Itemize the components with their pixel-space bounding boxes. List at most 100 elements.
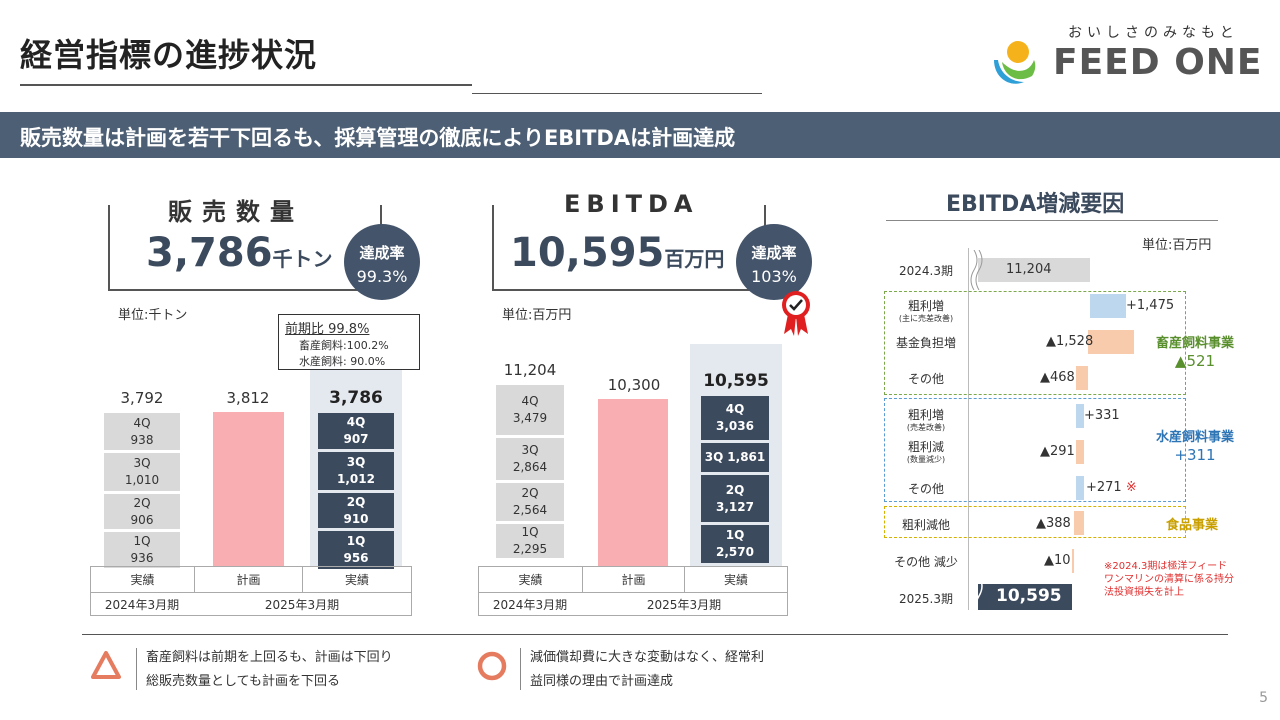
sales-plan-bar (213, 412, 284, 566)
waterfall-value: +1,475 (1126, 298, 1175, 313)
title-underline (20, 84, 472, 86)
bar-segment: 1Q 2,295 (496, 524, 564, 558)
ebitda-plan-bar (598, 399, 668, 566)
waterfall-bar (1076, 476, 1084, 500)
waterfall-bar (1088, 330, 1134, 354)
yoy-total: 前期比 99.8% (285, 322, 370, 337)
bar-segment: 1Q 2,570 (701, 525, 769, 563)
year-label: 2025年3月期 (646, 598, 722, 612)
aqua-group-name: 水産飼料事業 (1155, 430, 1234, 445)
waterfall-bar (1076, 404, 1084, 428)
bar-segment: 4Q 938 (104, 413, 180, 450)
waterfall-row-sub: (数量減少) (906, 455, 946, 464)
page-title: 経営指標の進捗状況 (20, 36, 318, 74)
ebitda-prev-bar: 4Q 3,479 3Q 2,864 2Q 2,564 1Q 2,295 (496, 385, 564, 558)
waterfall-unit: 単位:百万円 (1142, 238, 1212, 253)
col-label: 実績 (723, 573, 748, 587)
waterfall-value: +271 ※ (1086, 480, 1137, 495)
waterfall-row-label: 粗利増 (907, 299, 944, 313)
year-label: 2025年3月期 (264, 598, 340, 612)
sales-yoy-note: 前期比 99.8% 畜産飼料:100.2% 水産飼料: 90.0% (278, 314, 420, 370)
yoy-aqua: 水産飼料: 90.0% (299, 355, 386, 368)
bar-segment: 4Q 907 (318, 413, 394, 449)
sales-prev-total: 3,792 (120, 389, 164, 407)
check-icon (782, 291, 810, 336)
ebitda-actual-bar: 4Q 3,036 3Q 1,861 2Q 3,127 1Q 2,570 (701, 396, 769, 563)
circle-icon (477, 651, 507, 681)
ebitda-prev-total: 11,204 (503, 361, 557, 379)
bar-segment: 2Q 906 (104, 494, 180, 529)
waterfall-row-label: その他 減少 (894, 555, 958, 569)
ebitda-kpi-frame (492, 205, 766, 291)
waterfall-start-value: 11,204 (1006, 262, 1052, 277)
sales-unit-label: 単位:千トン (118, 308, 188, 323)
note-mark: ※ (1125, 480, 1137, 495)
ebitda-plan-total: 10,300 (607, 376, 661, 394)
sales-rate-value: 99.3% (356, 267, 408, 286)
waterfall-end-value: 10,595 (996, 586, 1062, 606)
waterfall-row-label: 粗利増 (907, 408, 944, 422)
waterfall-start-bar (978, 258, 1090, 282)
waterfall-row-label: 基金負担増 (895, 336, 956, 350)
col-label: 実績 (91, 567, 195, 592)
ebitda-unit-label: 単位:百万円 (502, 308, 572, 323)
ebitda-kpi-label: EBITDA (556, 190, 707, 218)
bar-segment: 3Q 2,864 (496, 438, 564, 480)
waterfall-title: EBITDA増減要因 (946, 192, 1125, 217)
summary-separator (136, 648, 137, 690)
sales-actual-total: 3,786 (329, 388, 383, 408)
yoy-livestock: 畜産飼料:100.2% (299, 339, 389, 352)
ebitda-achievement-badge: 達成率 103% (736, 224, 812, 300)
waterfall-title-rule (886, 220, 1218, 221)
aqua-group-value: +311 (1174, 446, 1216, 464)
livestock-group-value: ▲521 (1174, 352, 1216, 370)
sales-achievement-badge: 達成率 99.3% (344, 224, 420, 300)
sales-kpi-label: 販売数量 (160, 192, 312, 227)
waterfall-end-label: 2025.3期 (899, 592, 953, 606)
waterfall-axis (968, 248, 969, 610)
feed-one-logo-icon (994, 41, 1036, 84)
bar-segment: 1Q 956 (318, 531, 394, 569)
food-group-frame (884, 506, 1186, 538)
bar-segment: 4Q 3,479 (496, 385, 564, 435)
logo-wordmark: FEED ONE (1053, 42, 1263, 83)
livestock-group-frame (884, 291, 1186, 395)
aqua-group-frame (884, 398, 1186, 502)
waterfall-value: ▲291 (1040, 444, 1075, 459)
summary-item-sales: 畜産飼料は前期を上回るも、計画は下回り 総販売数量としても計画を下回る (146, 650, 393, 689)
bar-segment: 2Q 2,564 (496, 483, 564, 521)
summary-separator (520, 648, 521, 690)
waterfall-value: +331 (1084, 408, 1120, 423)
sales-kpi-value: 3,786千トン (146, 230, 333, 276)
ebitda-rate-value: 103% (751, 267, 797, 286)
bar-segment: 3Q 1,012 (318, 452, 394, 490)
bar-segment: 2Q 910 (318, 493, 394, 528)
bar-segment: 1Q 936 (104, 532, 180, 568)
waterfall-row-label: その他 (907, 372, 944, 386)
waterfall-bar (1090, 294, 1126, 318)
triangle-icon (91, 651, 121, 679)
sales-kpi-unit: 千トン (272, 247, 333, 271)
waterfall-end-bar (978, 584, 1072, 610)
year-label: 2024年3月期 (492, 598, 568, 612)
food-group-name: 食品事業 (1165, 518, 1218, 533)
waterfall-value: ▲388 (1036, 516, 1071, 531)
axis-break-icon (970, 576, 983, 616)
ebitda-kpi-unit: 百万円 (664, 247, 725, 271)
sales-kpi-number: 3,786 (146, 230, 273, 276)
col-label: 実績 (344, 573, 369, 587)
ebitda-kpi-value: 10,595百万円 (510, 230, 724, 276)
page-number: 5 (1259, 690, 1268, 706)
waterfall-value: ▲1,528 (1046, 334, 1094, 349)
waterfall-bar (1076, 440, 1084, 464)
waterfall-bar (1076, 366, 1088, 390)
bar-segment: 3Q 1,010 (104, 453, 180, 491)
year-label: 2024年3月期 (104, 598, 180, 612)
bar-segment: 2Q 3,127 (701, 475, 769, 522)
waterfall-row-sub: (主に売差改善) (898, 314, 954, 323)
title-underline-secondary (472, 93, 762, 94)
waterfall-start-label: 2024.3期 (899, 264, 953, 278)
ebitda-kpi-number: 10,595 (510, 230, 665, 276)
bar-segment: 4Q 3,036 (701, 396, 769, 440)
sales-plan-total: 3,812 (226, 389, 270, 407)
